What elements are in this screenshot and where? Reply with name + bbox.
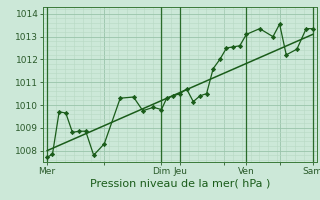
X-axis label: Pression niveau de la mer( hPa ): Pression niveau de la mer( hPa ) bbox=[90, 179, 270, 189]
